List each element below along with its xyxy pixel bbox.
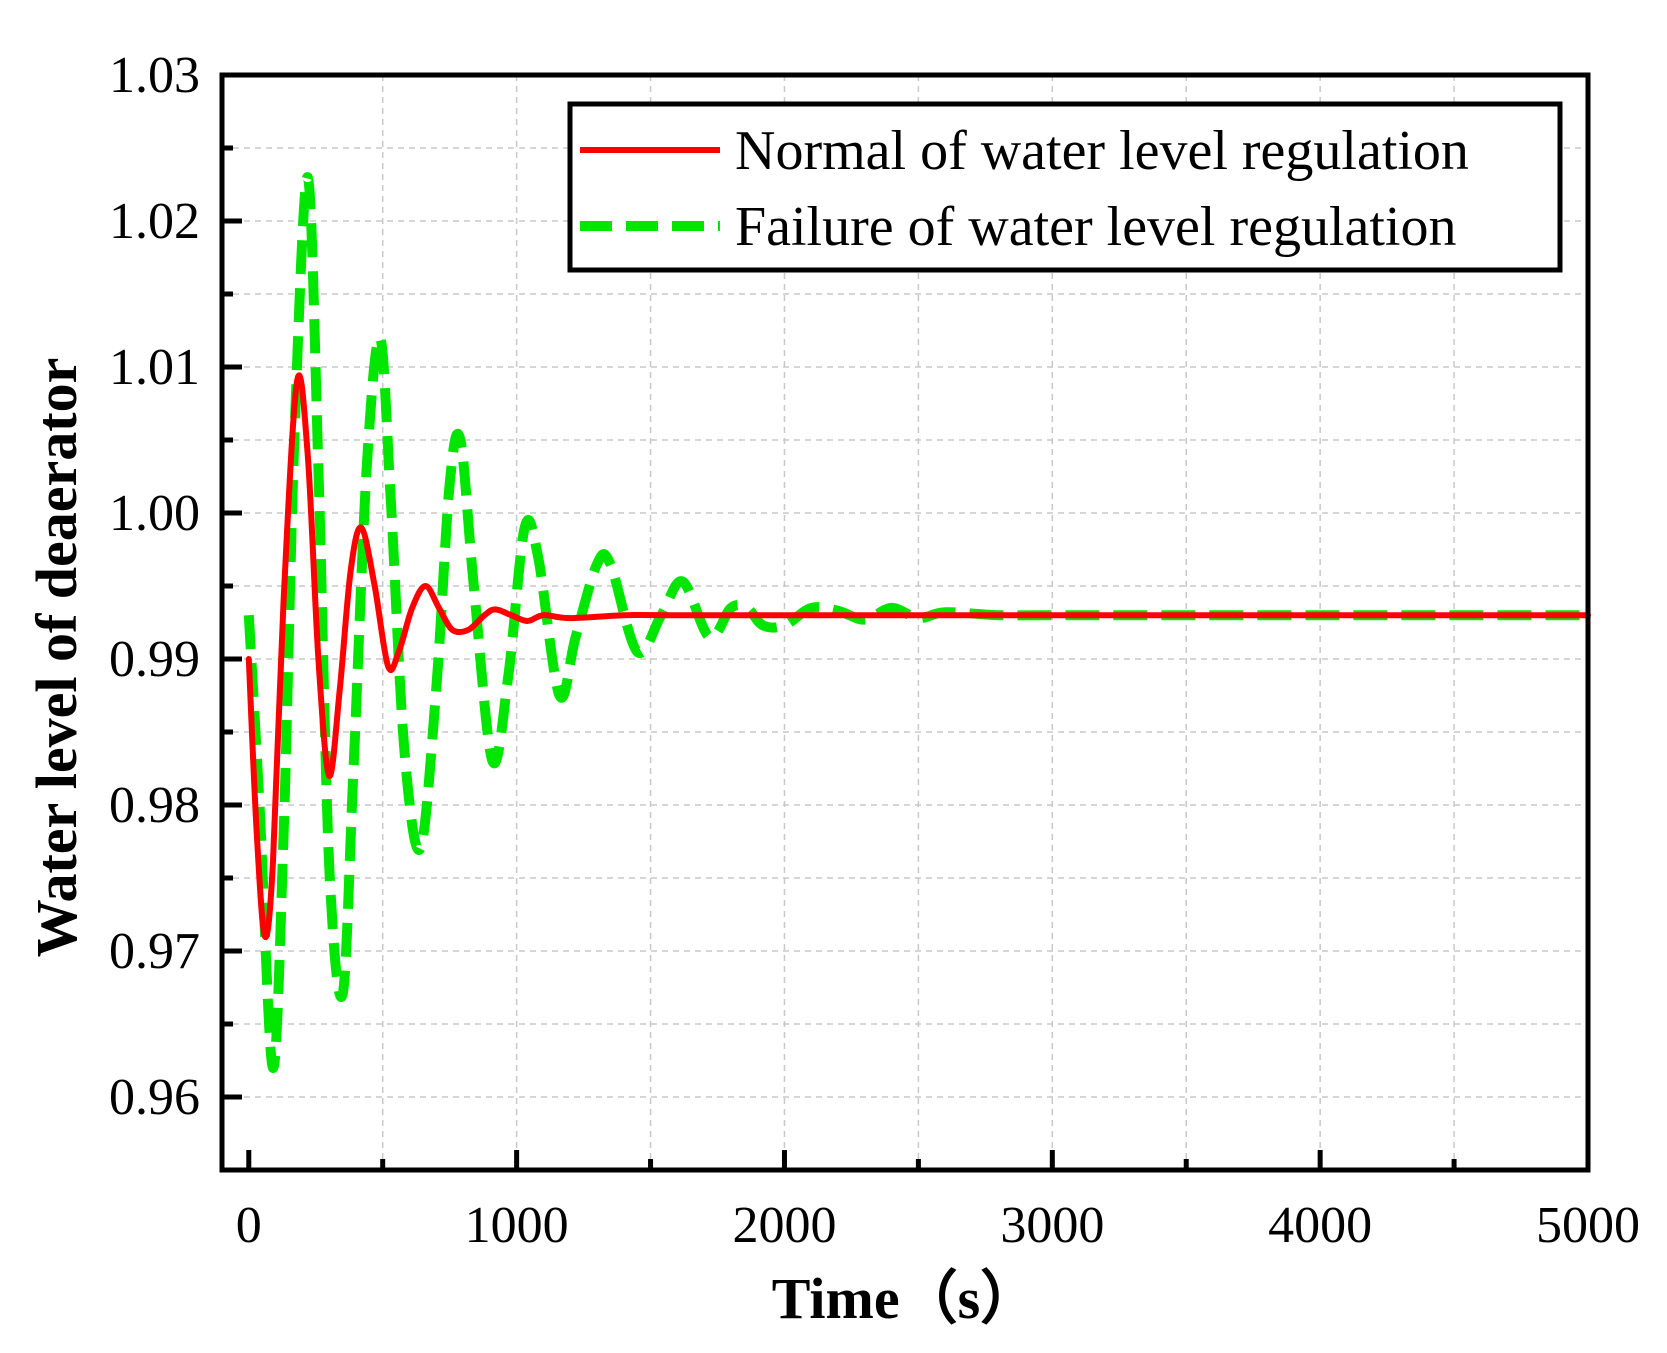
y-tick-label: 1.02	[109, 193, 200, 250]
legend: Normal of water level regulation Failure…	[567, 101, 1563, 273]
legend-label-failure: Failure of water level regulation	[735, 196, 1457, 258]
series-normal-line	[245, 372, 1591, 941]
x-tick-label: 2000	[732, 1197, 836, 1254]
legend-box	[567, 101, 1563, 273]
axis-ticks	[222, 72, 1591, 1173]
x-axis-title: Time（s）	[772, 1266, 1038, 1331]
y-axis-title: Water level of deaerator	[24, 358, 89, 958]
x-tick-label: 0	[236, 1197, 262, 1254]
y-tick-label: 0.98	[109, 777, 200, 834]
x-tick-label: 4000	[1268, 1197, 1372, 1254]
x-tick-label: 5000	[1536, 1197, 1640, 1254]
y-tick-label: 1.01	[109, 339, 200, 396]
series-lines	[243, 172, 1591, 1073]
y-tick-label: 0.97	[109, 923, 200, 980]
x-tick-label: 3000	[1000, 1197, 1104, 1254]
y-tick-label: 1.03	[109, 47, 200, 104]
y-tick-label: 0.99	[109, 631, 200, 688]
legend-label-normal: Normal of water level regulation	[735, 120, 1469, 182]
y-tick-label: 1.00	[109, 485, 200, 542]
x-tick-label: 1000	[465, 1197, 569, 1254]
y-tick-label: 0.96	[109, 1069, 200, 1126]
tick-labels: 0 1000 2000 3000 4000 5000 0.96 0.97 0.98 0.99 1.0…	[109, 47, 1640, 1254]
series-failure-line	[243, 172, 1588, 1073]
plot-frame	[219, 72, 1591, 1173]
